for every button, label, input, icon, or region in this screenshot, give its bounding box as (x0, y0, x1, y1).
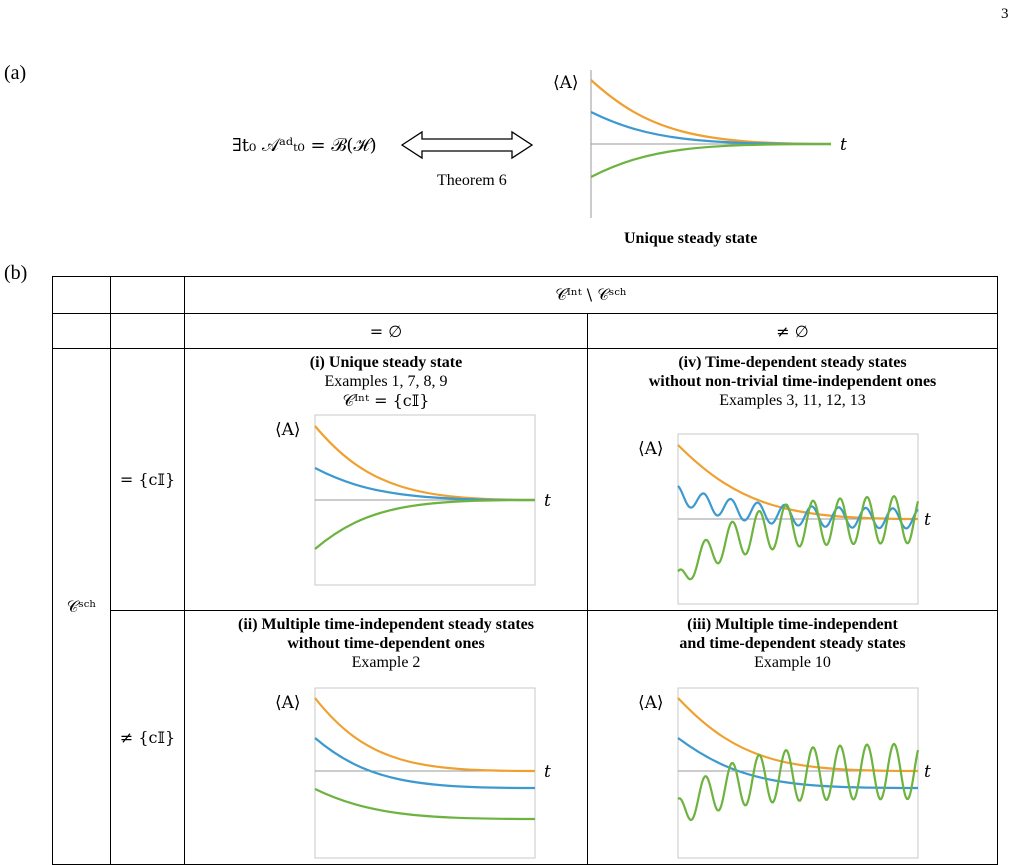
x-axis-label: t (924, 510, 931, 530)
col-nonempty: ≠ ∅ (587, 313, 998, 349)
green-curve (677, 494, 920, 581)
cell-iii-examples: Example 10 (754, 654, 831, 671)
row-trivial: = {c𝕀} (110, 348, 185, 611)
cell-iii: (iii) Multiple time-independent and time… (587, 610, 998, 865)
cell-ii-title-2: without time-dependent ones (287, 635, 485, 652)
cell-ii: (ii) Multiple time-independent steady st… (184, 610, 588, 865)
y-axis-label: ⟨A⟩ (553, 73, 579, 93)
row-header: 𝒞ˢᶜʰ (52, 348, 111, 865)
x-axis-label: t (544, 491, 551, 511)
green-curve (590, 142, 832, 178)
panel-a-caption: Unique steady state (624, 230, 758, 247)
green-curve (314, 498, 536, 550)
cell-ii-title-1: (ii) Multiple time-independent steady st… (238, 616, 534, 633)
row-nontrivial: ≠ {c𝕀} (110, 610, 185, 865)
orange-curve (314, 697, 536, 773)
y-axis-label: ⟨A⟩ (275, 693, 301, 713)
cell-iv-examples: Examples 3, 11, 12, 13 (719, 392, 866, 409)
y-axis-label: ⟨A⟩ (275, 420, 301, 440)
equation: ∃t₀ 𝒜ᵃᵈₜ₀ = ℬ(ℋ) (232, 135, 377, 156)
y-axis-label: ⟨A⟩ (638, 439, 664, 459)
green-curve (314, 788, 536, 821)
cell-iv: (iv) Time-dependent steady states withou… (587, 348, 998, 611)
blue-curve (677, 737, 919, 790)
cell-iii-title-2: and time-dependent steady states (679, 635, 906, 652)
y-axis-label: ⟨A⟩ (638, 693, 664, 713)
cell-i-examples: Examples 1, 7, 8, 9 (324, 373, 448, 390)
green-curve (677, 742, 920, 822)
blue-curve (590, 111, 832, 146)
panel-b-label: (b) (4, 262, 28, 284)
x-axis-label: t (544, 762, 551, 782)
x-axis-label: t (840, 135, 847, 155)
blue-curve (314, 737, 536, 790)
cell-iv-chart: ⟨A⟩ t (638, 433, 931, 605)
classification-table: 𝒞ᴵⁿᵗ \ 𝒞ˢᶜʰ = ∅ ≠ ∅ 𝒞ˢᶜʰ = {c𝕀} (i) Uniq… (52, 276, 998, 865)
orange-curve (314, 425, 536, 502)
cell-iv-title-2: without non-trivial time-independent one… (648, 373, 937, 390)
orange-curve (677, 444, 919, 521)
orange-curve (590, 79, 832, 146)
double-arrow-icon (400, 130, 534, 160)
cell-ii-chart: ⟨A⟩ t (275, 687, 551, 859)
col-header: 𝒞ᴵⁿᵗ \ 𝒞ˢᶜʰ (184, 276, 998, 314)
page-number: 3 (1001, 6, 1009, 22)
x-axis-label: t (924, 762, 931, 782)
panel-a-chart: ⟨A⟩ t (553, 70, 847, 218)
cell-iii-chart: ⟨A⟩ t (638, 687, 931, 859)
cell-i-chart: ⟨A⟩ t (275, 414, 551, 586)
cell-i-extra: 𝒞ᴵⁿᵗ = {c𝕀} (342, 391, 430, 410)
theorem-label: Theorem 6 (437, 172, 507, 189)
col-empty: = ∅ (184, 313, 588, 349)
cell-iv-title-1: (iv) Time-dependent steady states (678, 354, 907, 371)
blue-curve (314, 467, 536, 502)
panel-a-label: (a) (4, 62, 27, 84)
blue-curve (677, 485, 919, 530)
cell-i: (i) Unique steady state Examples 1, 7, 8… (184, 348, 588, 611)
cell-iii-title-1: (iii) Multiple time-independent (687, 616, 898, 633)
cell-i-title: (i) Unique steady state (309, 354, 463, 371)
cell-ii-examples: Example 2 (351, 654, 421, 671)
